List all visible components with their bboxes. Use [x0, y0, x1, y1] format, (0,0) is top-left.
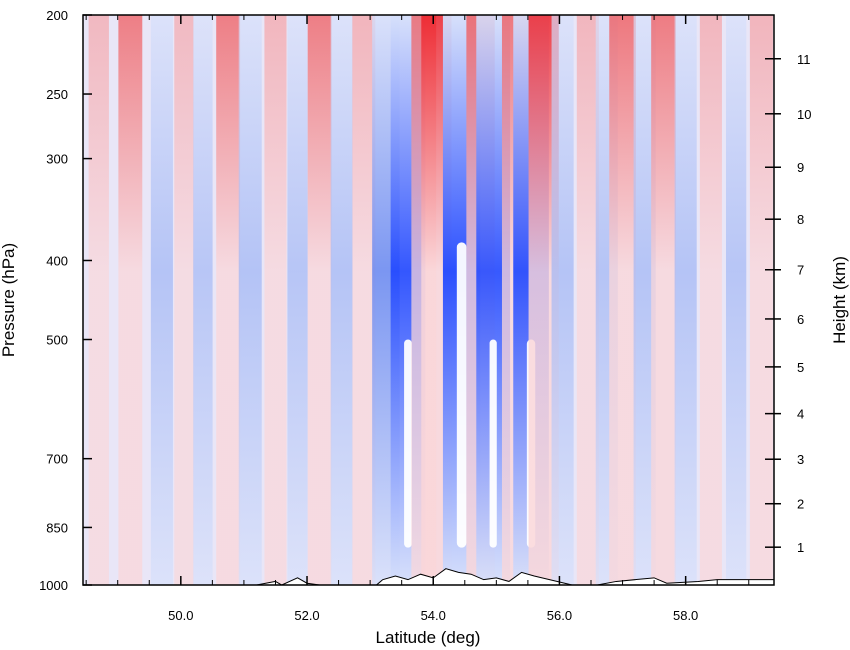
anomaly-field — [88, 15, 773, 585]
saturated-core — [489, 339, 497, 548]
x-tick-label: 52.0 — [294, 608, 319, 623]
y-axis-right: 1 2 3 4 5 6 7 8 9 10 11 — [765, 52, 811, 555]
anomaly-stripe — [551, 15, 574, 585]
plot-frame — [82, 14, 775, 586]
y-axis-left: 200 250 300 400 500 700 850 1000 — [39, 8, 92, 593]
height-tick-label: 3 — [797, 452, 804, 467]
height-tick-label: 9 — [797, 160, 804, 175]
y-tick-label: 700 — [46, 452, 68, 467]
anomaly-stripe — [699, 15, 722, 585]
anomaly-stripe — [352, 15, 376, 585]
y-tick-label: 850 — [46, 520, 68, 535]
height-tick-label: 4 — [797, 407, 804, 422]
y-tick-label: 250 — [46, 87, 68, 102]
anomaly-stripe — [88, 15, 109, 585]
anomaly-stripe — [749, 15, 773, 585]
y-tick-label: 1000 — [39, 578, 68, 593]
anomaly-stripe — [674, 15, 697, 585]
y-tick-label: 300 — [46, 152, 68, 167]
anomaly-stripe — [216, 15, 241, 585]
saturated-core — [456, 242, 467, 548]
y-tick-label: 500 — [46, 333, 68, 348]
height-tick-label: 8 — [797, 212, 804, 227]
x-axis: 50.0 52.0 54.0 56.0 58.0 — [85, 15, 750, 623]
anomaly-stripe — [651, 15, 676, 585]
anomaly-stripe — [174, 15, 194, 585]
anomaly-stripe — [264, 15, 287, 585]
anomaly-stripe — [307, 15, 332, 585]
height-tick-label: 11 — [797, 52, 811, 67]
anomaly-stripe — [725, 15, 747, 585]
y-tick-label: 400 — [46, 253, 68, 268]
anomaly-stripe — [193, 15, 213, 585]
anomaly-stripe — [330, 15, 353, 585]
anomaly-stripe — [609, 15, 636, 585]
anomaly-stripe — [633, 15, 656, 585]
height-tick-label: 1 — [797, 540, 804, 555]
y-axis-left-title: Pressure (hPa) — [0, 243, 18, 357]
x-tick-label: 58.0 — [673, 608, 698, 623]
x-tick-label: 54.0 — [421, 608, 446, 623]
y-tick-label: 200 — [46, 8, 68, 23]
anomaly-stripe — [576, 15, 599, 585]
saturated-core — [404, 339, 412, 548]
height-tick-label: 2 — [797, 497, 804, 512]
anomaly-stripe — [287, 15, 308, 585]
anomaly-stripe — [118, 15, 143, 585]
height-tick-label: 5 — [797, 360, 804, 375]
height-tick-label: 10 — [797, 107, 811, 122]
y-axis-right-title: Height (km) — [830, 256, 849, 344]
height-tick-label: 6 — [797, 312, 804, 327]
height-tick-label: 7 — [797, 263, 804, 278]
x-tick-label: 56.0 — [547, 608, 572, 623]
x-axis-title: Latitude (deg) — [376, 628, 481, 647]
anomaly-stripe — [238, 15, 262, 585]
plot-area — [83, 15, 774, 585]
x-tick-label: 50.0 — [168, 608, 193, 623]
anomaly-stripe — [150, 15, 173, 585]
